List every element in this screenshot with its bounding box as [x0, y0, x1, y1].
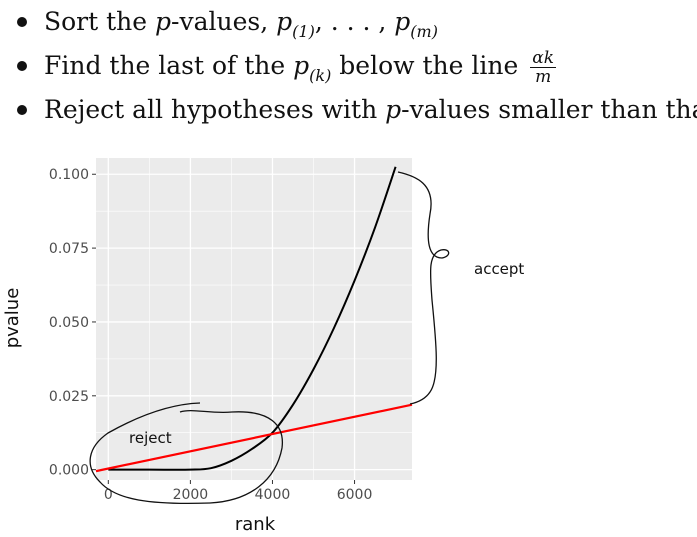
accept-bracket	[397, 171, 450, 405]
plot-panel	[96, 158, 412, 480]
bullet-sort: Sort the p-values, p(1), . . . , p(m)	[14, 0, 697, 44]
fraction-numerator: αk	[530, 48, 557, 68]
bullet-find: Find the last of the p(k) below the line…	[14, 44, 697, 88]
fraction-denominator: m	[535, 67, 552, 87]
bullet-text: Reject all hypotheses with	[44, 95, 386, 124]
x-tick-label: 4000	[255, 487, 291, 503]
accept-label: accept	[474, 260, 524, 278]
bullet-dot	[17, 17, 27, 27]
x-axis-label: rank	[235, 514, 276, 535]
math-p: p	[276, 7, 293, 36]
y-tick-label: 0.075	[49, 241, 89, 257]
series-layer	[95, 166, 413, 473]
y-tick-label: 0.000	[49, 463, 89, 479]
bullet-dot	[17, 105, 27, 115]
y-tick-label: 0.100	[49, 167, 89, 183]
math-p: p	[293, 51, 310, 80]
y-tick-label: 0.050	[49, 315, 89, 331]
bullet-text: Sort the	[44, 7, 156, 36]
math-subscript: (m)	[410, 22, 438, 41]
reject-region-outline	[89, 402, 284, 505]
x-tick-label: 2000	[173, 487, 209, 503]
y-axis-label: pvalue	[2, 288, 23, 349]
pvalue-curve	[108, 166, 397, 471]
axes: 0 2000 4000 6000 0.000 0.025 0.050 0.075 0.100	[49, 167, 372, 503]
reject-label: reject	[129, 429, 172, 447]
x-tick-label: 6000	[337, 487, 373, 503]
math-ellipsis: , . . . ,	[314, 7, 395, 36]
fraction: αk m	[530, 48, 557, 87]
handwritten-annotations: reject accept	[89, 171, 524, 505]
x-tick-label: 0	[104, 487, 113, 503]
bullet-text: below the line	[331, 51, 527, 80]
bullet-list: Sort the p-values, p(1), . . . , p(m) Fi…	[14, 0, 697, 132]
bullet-reject: Reject all hypotheses with p-values smal…	[14, 88, 697, 132]
math-p: p	[155, 7, 172, 36]
math-subscript: (k)	[309, 66, 332, 85]
threshold-line	[95, 403, 413, 473]
bullet-dot	[17, 61, 27, 71]
bullet-text: Find the last of the	[44, 51, 294, 80]
y-tick-label: 0.025	[49, 389, 89, 405]
math-p: p	[385, 95, 402, 124]
bullet-text: -values smaller than that	[401, 95, 697, 124]
math-subscript: (1)	[292, 22, 315, 41]
bullet-text: -values,	[171, 7, 277, 36]
math-p: p	[394, 7, 411, 36]
